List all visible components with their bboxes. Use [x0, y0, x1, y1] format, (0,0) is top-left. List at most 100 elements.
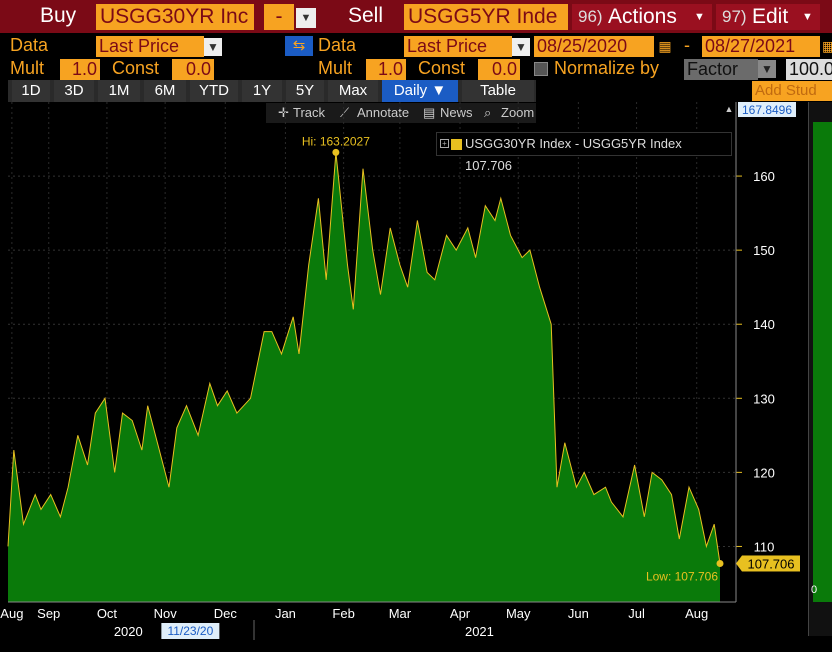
x-tick-label: Oct [97, 606, 118, 621]
hi-label: Hi: 163.2027 [302, 134, 370, 148]
annotate-icon: ⟋ [340, 105, 350, 120]
chart-tools-bar [266, 103, 536, 123]
last-value-tag [742, 555, 800, 572]
edit-label: Edit [752, 5, 789, 28]
x-tick-label: Dec [214, 606, 238, 621]
right-data-field[interactable]: Last Price [404, 36, 512, 57]
x-tick-label: Nov [154, 606, 178, 621]
chevron-down-icon: ▼ [694, 11, 705, 23]
right-mult-label: Mult [318, 58, 353, 78]
table-button[interactable]: Table [462, 80, 534, 102]
left-const-label: Const [112, 58, 160, 78]
operator-dropdown-icon[interactable]: ▼ [296, 8, 316, 28]
track-tool[interactable]: Track [293, 105, 326, 120]
normalize-checkbox[interactable] [534, 62, 548, 76]
edit-button[interactable]: 97) Edit ▼ [716, 4, 820, 30]
frequency-dropdown[interactable]: Daily ▼ [382, 80, 458, 102]
calendar-icon[interactable]: ▦ [822, 38, 832, 54]
swap-icon[interactable]: ⇆ [285, 36, 313, 56]
x-tick-label: May [506, 606, 531, 621]
chevron-down-icon: ▼ [802, 11, 813, 23]
legend-swatch [451, 139, 462, 150]
normalize-label: Normalize by [554, 58, 660, 78]
period-3d[interactable]: 3D [54, 80, 94, 102]
period-6m[interactable]: 6M [144, 80, 186, 102]
hi-marker [332, 148, 340, 156]
y-tick-label: 140 [753, 317, 775, 332]
date-separator: - [684, 35, 690, 55]
area-fill [8, 152, 720, 602]
series-line [7, 152, 721, 564]
period-ytd[interactable]: YTD [190, 80, 238, 102]
secondary-panel: 0 [808, 102, 832, 636]
actions-number: 96) [578, 7, 603, 26]
period-1y[interactable]: 1Y [242, 80, 282, 102]
chevron-down-icon[interactable]: ▼ [204, 38, 222, 56]
period-5y[interactable]: 5Y [286, 80, 324, 102]
zoom-tool[interactable]: Zoom [501, 105, 535, 120]
year-label: 2021 [465, 624, 494, 639]
x-tick-label: Apr [450, 606, 471, 621]
spread-area-chart: 110 120 130 140 150 160 Hi: 163.2027 Low: 107.7… [0, 102, 800, 640]
normalize-amount-field[interactable]: 100.0 [786, 59, 832, 80]
news-icon: ▤ [423, 105, 436, 120]
x-tick-label: Sep [37, 606, 60, 621]
left-mult-label: Mult [10, 58, 45, 78]
period-1d[interactable]: 1D [12, 80, 50, 102]
operator-field[interactable]: - [264, 4, 294, 30]
normalize-factor-field[interactable]: Factor [684, 59, 758, 80]
last-value-label: 107.706 [748, 556, 795, 571]
sell-label: Sell [348, 4, 384, 27]
annotate-tool[interactable]: Annotate [357, 105, 410, 120]
news-tool[interactable]: News [440, 105, 473, 120]
low-label: Low: 107.706 [646, 569, 718, 583]
buy-security-field[interactable]: USGG30YR Inc [96, 4, 254, 30]
chevron-down-icon[interactable]: ▼ [758, 60, 776, 78]
secondary-panel-fill [813, 122, 832, 602]
low-marker [716, 559, 724, 567]
frequency-label: Daily [393, 82, 428, 99]
chart-legend: + USGG30YR Index - USGG5YR Index 107.706 [436, 132, 732, 173]
calendar-icon[interactable]: ▦ [658, 38, 672, 54]
y-tick-label: 150 [753, 243, 775, 258]
last-value-arrow [736, 555, 742, 572]
x-tick-label: Feb [332, 606, 354, 621]
secondary-panel-zero: 0 [811, 584, 818, 596]
actions-button[interactable]: 96) Actions ▼ [572, 4, 712, 30]
chevron-down-icon[interactable]: ▼ [512, 38, 530, 56]
right-const-label: Const [418, 58, 466, 78]
top-value-tag [738, 102, 796, 117]
end-date-field[interactable]: 08/27/2021 [702, 36, 820, 57]
right-mult-field[interactable]: 1.0 [366, 59, 406, 80]
x-tick-label: Aug [0, 606, 23, 621]
sell-security-field[interactable]: USGG5YR Inde [404, 4, 568, 30]
left-mult-field[interactable]: 1.0 [60, 59, 100, 80]
chevron-down-icon: ▼ [431, 82, 447, 99]
left-const-field[interactable]: 0.0 [172, 59, 214, 80]
period-1m[interactable]: 1M [98, 80, 140, 102]
left-data-field[interactable]: Last Price [96, 36, 204, 57]
y-tick-label: 120 [753, 465, 775, 480]
track-icon: ✛ [278, 105, 289, 120]
legend-toggle-icon[interactable]: + [440, 139, 449, 148]
x-tick-label: Jun [568, 606, 589, 621]
y-tick-label: 160 [753, 169, 775, 184]
left-data-label: Data [10, 35, 49, 55]
actions-label: Actions [608, 5, 677, 28]
x-tick-label: Aug [685, 606, 708, 621]
period-max[interactable]: Max [328, 80, 378, 102]
right-const-field[interactable]: 0.0 [478, 59, 520, 80]
x-tick-label: Jul [628, 606, 645, 621]
top-value-label: 167.8496 [742, 103, 792, 117]
add-study-field[interactable]: Add Stud [752, 81, 832, 101]
start-date-field[interactable]: 08/25/2020 [534, 36, 654, 57]
zoom-icon: ⌕ [484, 105, 492, 120]
crosshair-date-label: 11/23/20 [167, 624, 213, 638]
legend-label: USGG30YR Index - USGG5YR Index 107.706 [465, 136, 682, 173]
chevron-up-icon[interactable]: ▲ [724, 104, 734, 114]
edit-number: 97) [722, 7, 747, 26]
year-label: 2020 [114, 624, 143, 639]
crosshair-date-tag [161, 623, 220, 639]
buy-label: Buy [40, 4, 77, 27]
y-tick-label: 110 [754, 539, 775, 554]
